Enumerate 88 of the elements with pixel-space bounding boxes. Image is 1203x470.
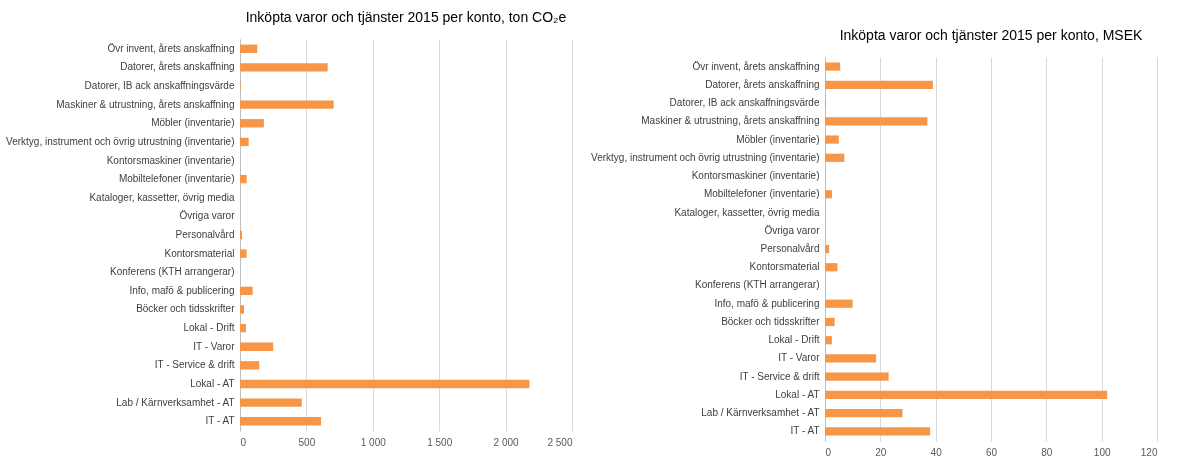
bar — [825, 317, 835, 327]
y-tick-label: Kataloger, kassetter, övrig media — [89, 191, 235, 203]
bar — [825, 80, 933, 89]
bar — [240, 417, 322, 426]
x-tick-label: 1 500 — [427, 436, 453, 448]
y-tick-label: Datorer, IB ack anskaffningsvärde — [669, 97, 820, 109]
y-tick-label: Datorer, IB ack anskaffningsvärde — [84, 80, 235, 92]
bar — [825, 427, 931, 436]
y-tick-label: IT - AT — [205, 415, 235, 427]
y-tick-label: Maskiner & utrustning, årets anskaffning — [56, 98, 235, 110]
y-tick-label: Kataloger, kassetter, övrig media — [674, 206, 820, 218]
y-tick-label: Personalvård — [175, 229, 235, 240]
y-tick-label: Lab / Kärnverksamhet - AT — [116, 396, 235, 408]
x-tick-label: 2 500 — [547, 436, 573, 448]
x-tick-label: 2 000 — [493, 436, 520, 448]
x-tick-label: 0 — [825, 446, 832, 458]
chart-title: Inköpta varor och tjänster 2015 per konto, ton CO₂e — [245, 9, 567, 25]
y-tick-label: Övr invent, årets anskaffning — [692, 60, 820, 72]
y-tick-label: Konferens (KTH arrangerar) — [695, 279, 820, 291]
bar — [240, 342, 274, 351]
bar — [240, 44, 258, 53]
y-tick-label: Lab / Kärnverksamhet - AT — [701, 407, 820, 419]
y-tick-label: IT - Varor — [778, 352, 821, 364]
bar — [825, 372, 889, 381]
bar — [240, 361, 260, 370]
bar — [240, 249, 247, 258]
y-tick-label: Övriga varor — [764, 224, 821, 236]
bar — [825, 190, 832, 199]
y-tick-label: Verktyg, instrument och övrig utrustning (inventarie) — [591, 151, 820, 163]
y-tick-label: Maskiner & utrustning, årets anskaffning — [641, 115, 820, 127]
bar — [825, 409, 903, 418]
y-tick-label: Lokal - Drift — [768, 334, 820, 346]
y-tick-label: Datorer, årets anskaffning — [120, 61, 235, 73]
bar — [240, 398, 302, 407]
y-tick-label: Kontorsmaterial — [164, 247, 235, 259]
y-tick-label: Mobiltelefoner (inventarie) — [118, 173, 235, 185]
y-tick-label: IT - Varor — [193, 340, 236, 352]
bar — [240, 100, 334, 109]
y-tick-label: Böcker och tidsskrifter — [721, 315, 821, 327]
bar — [825, 263, 838, 272]
bar — [825, 62, 841, 71]
y-tick-label: Möbler (inventarie) — [736, 133, 820, 145]
bar — [240, 174, 247, 184]
bar — [825, 336, 832, 345]
bar — [825, 354, 877, 363]
y-tick-label: Datorer, årets anskaffning — [705, 78, 820, 90]
bar — [825, 135, 839, 144]
y-tick-label: Konferens (KTH arrangerar) — [110, 266, 235, 278]
x-tick-label: 100 — [1093, 446, 1111, 458]
y-tick-label: Böcker och tidsskrifter — [136, 303, 236, 315]
bar — [825, 390, 1108, 400]
y-tick-label: Lokal - Drift — [183, 322, 235, 334]
y-tick-label: Övr invent, årets anskaffning — [107, 42, 235, 54]
x-tick-label: 80 — [1041, 446, 1053, 458]
bar — [825, 117, 928, 126]
bar — [240, 305, 244, 314]
bar — [825, 244, 830, 254]
y-tick-label: IT - AT — [790, 425, 820, 437]
y-tick-label: Kontorsmaskiner (inventarie) — [106, 154, 235, 166]
y-tick-label: Möbler (inventarie) — [151, 117, 235, 129]
y-tick-label: Verktyg, instrument och övrig utrustning (inventarie) — [6, 135, 235, 147]
bar — [825, 153, 845, 162]
y-tick-label: IT - Service & drift — [154, 359, 235, 371]
y-tick-label: Mobiltelefoner (inventarie) — [703, 188, 820, 200]
y-tick-label: IT - Service & drift — [739, 370, 820, 382]
x-tick-label: 1 000 — [360, 436, 387, 448]
x-tick-label: 500 — [298, 436, 316, 448]
x-tick-label: 0 — [240, 436, 247, 448]
y-tick-label: Lokal - AT — [190, 377, 235, 389]
bar — [240, 379, 530, 389]
y-tick-label: Info, mafö & publicering — [129, 284, 235, 296]
y-tick-label: Personalvård — [760, 243, 820, 254]
chart-title: Inköpta varor och tjänster 2015 per konto, MSEK — [839, 27, 1144, 43]
x-tick-label: 120 — [1140, 446, 1158, 458]
y-tick-label: Kontorsmaskiner (inventarie) — [691, 170, 820, 182]
x-tick-label: 20 — [875, 446, 887, 458]
bar — [240, 63, 328, 72]
bar — [240, 119, 264, 128]
y-tick-label: Övriga varor — [179, 210, 236, 222]
y-tick-label: Lokal - AT — [775, 388, 820, 400]
y-tick-label: Info, mafö & publicering — [714, 297, 820, 309]
y-tick-label: Kontorsmaterial — [749, 261, 820, 273]
bar — [240, 323, 246, 333]
bar — [240, 286, 253, 296]
bar — [240, 137, 249, 147]
x-tick-label: 60 — [985, 446, 998, 458]
x-tick-label: 40 — [930, 446, 943, 458]
bar — [825, 299, 853, 308]
